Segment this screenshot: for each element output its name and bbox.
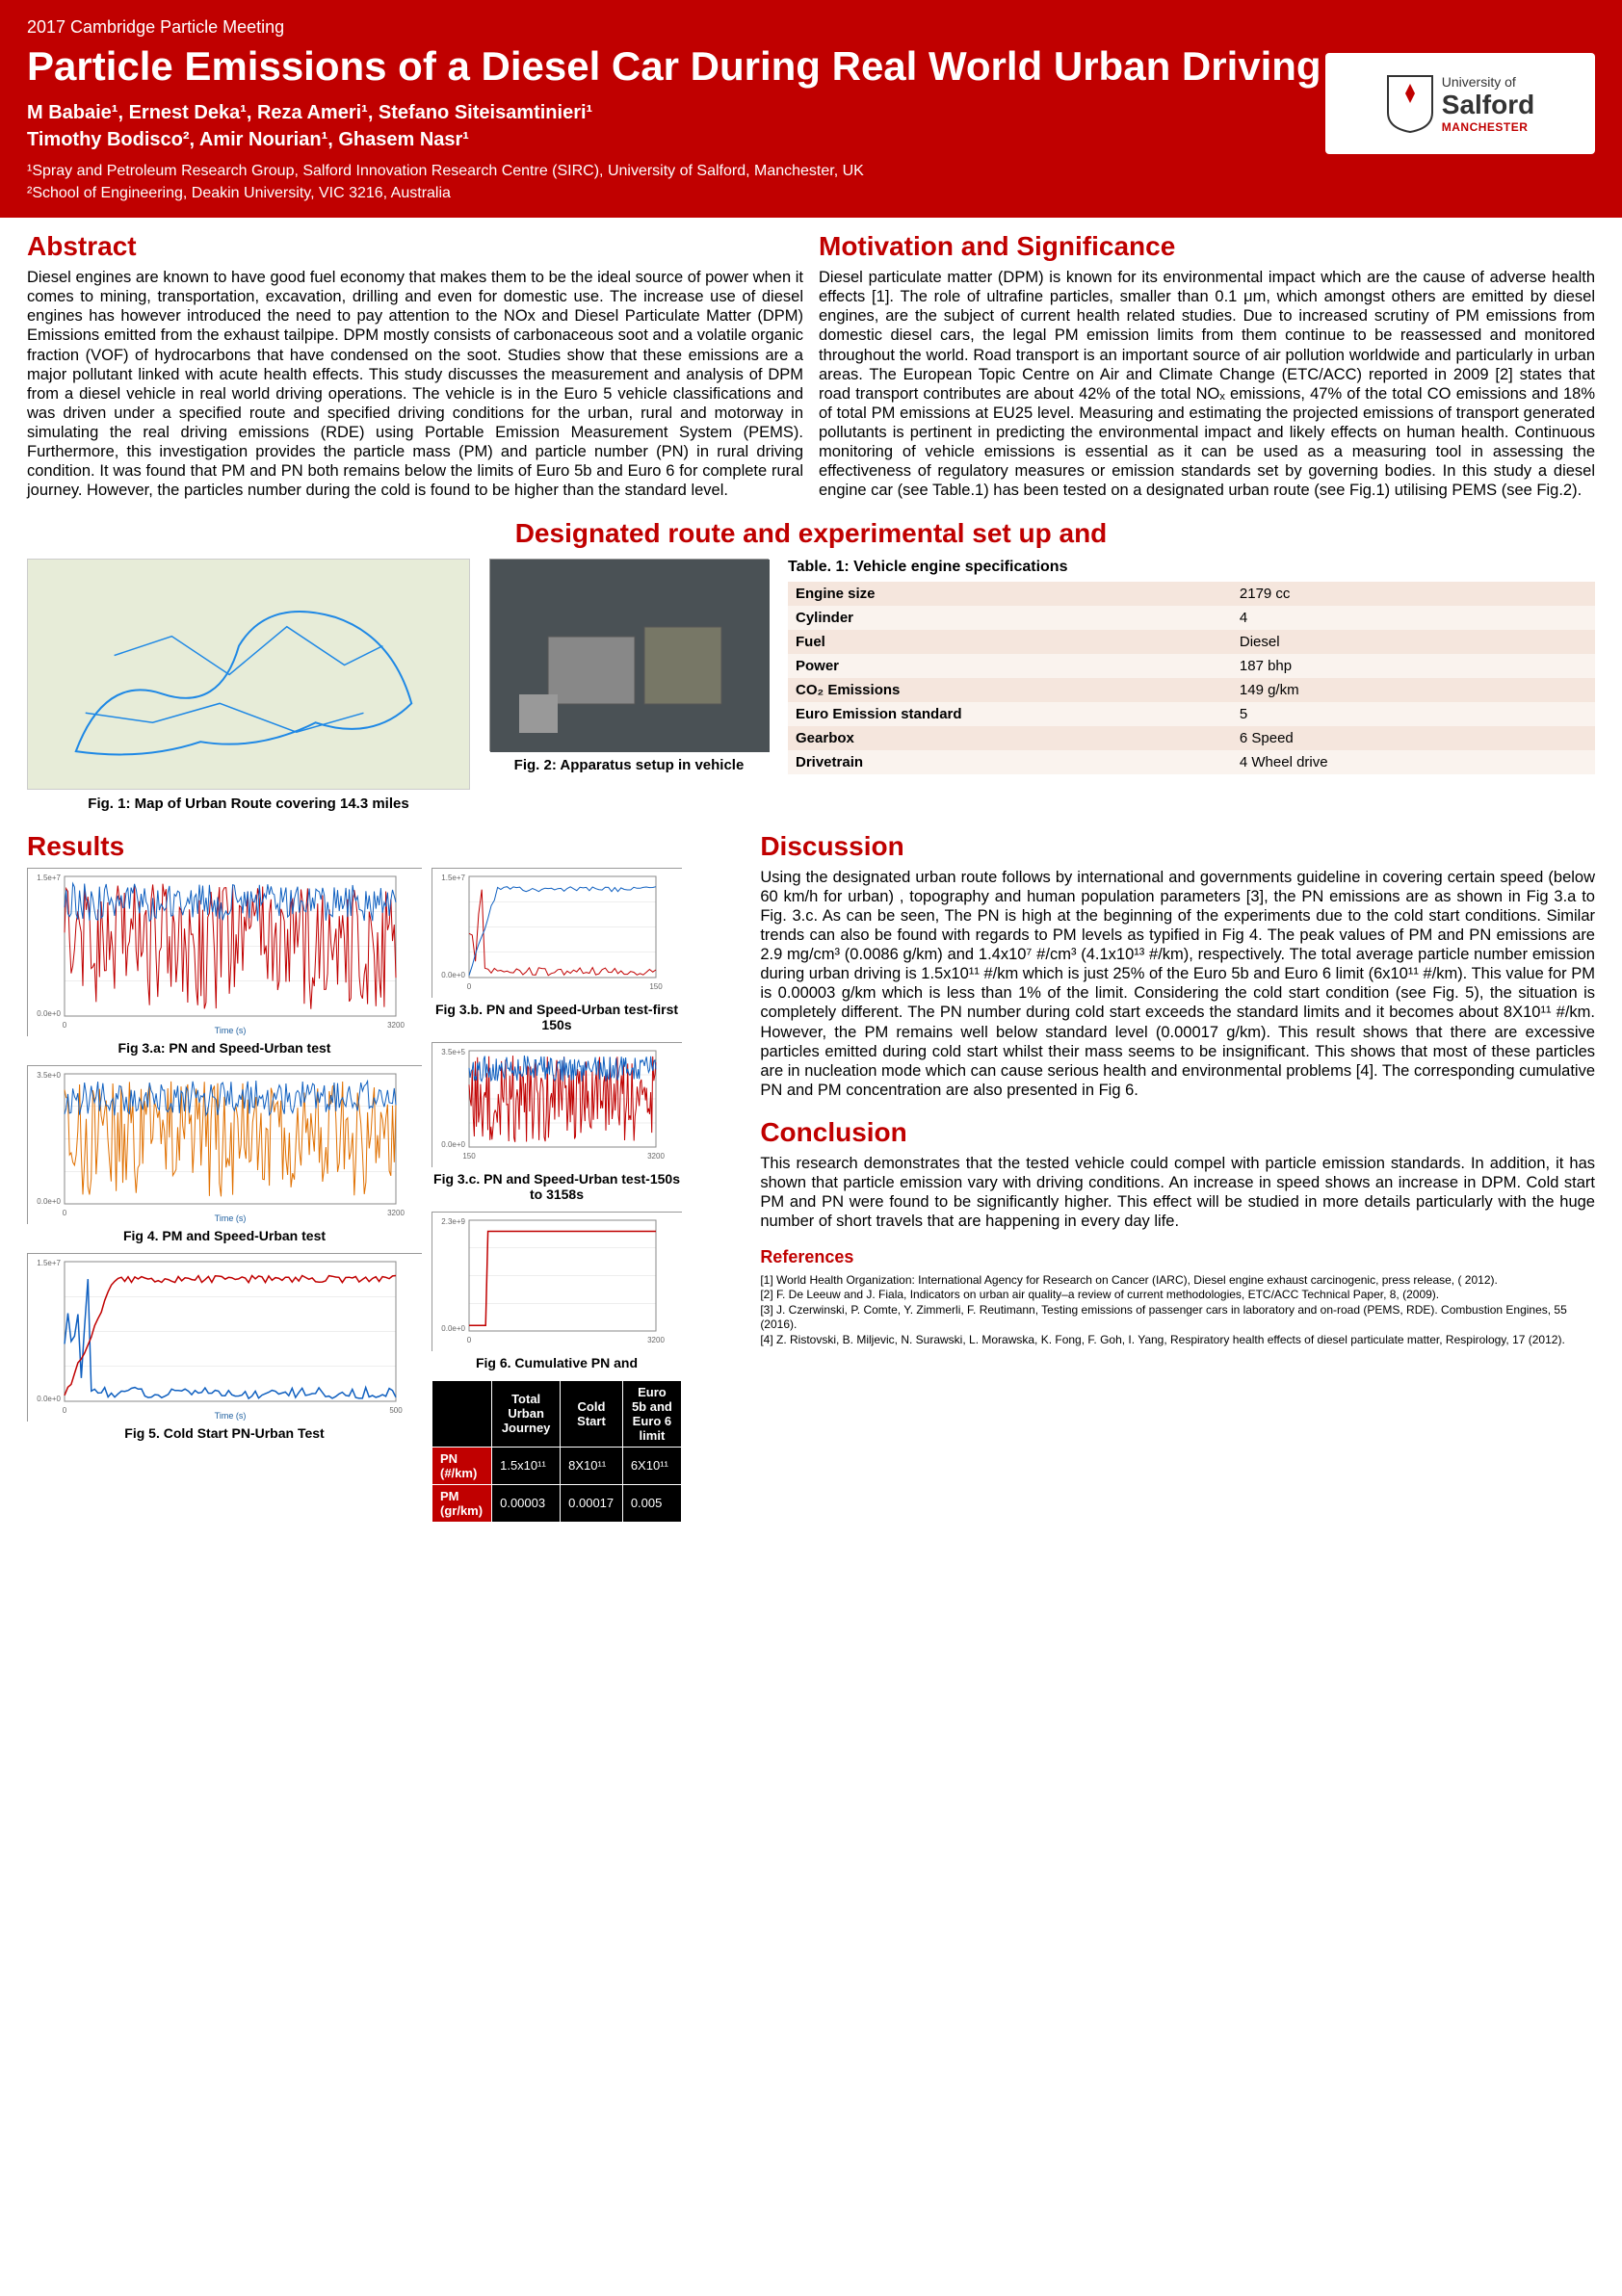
apparatus-placeholder bbox=[489, 559, 769, 751]
figure-2: Fig. 2: Apparatus setup in vehicle bbox=[489, 559, 769, 773]
spec-key: Engine size bbox=[788, 582, 1232, 606]
reference-item: [2] F. De Leeuw and J. Fiala, Indicators… bbox=[760, 1288, 1595, 1303]
svg-text:0: 0 bbox=[467, 1336, 472, 1344]
shield-icon bbox=[1386, 74, 1434, 134]
chart-fig3b: 0 150 1.5e+7 0.0e+0 bbox=[432, 868, 682, 998]
reference-item: [3] J. Czerwinski, P. Comte, Y. Zimmerli… bbox=[760, 1303, 1595, 1333]
svg-text:500: 500 bbox=[389, 1406, 403, 1415]
spec-key: Drivetrain bbox=[788, 750, 1232, 774]
spec-key: Power bbox=[788, 654, 1232, 678]
map-placeholder bbox=[27, 559, 470, 790]
spec-key: Fuel bbox=[788, 630, 1232, 654]
route-overlay-icon bbox=[28, 560, 469, 790]
svg-text:0: 0 bbox=[63, 1021, 67, 1030]
discussion-heading: Discussion bbox=[760, 831, 1595, 862]
svg-text:150: 150 bbox=[462, 1152, 476, 1161]
svg-text:150: 150 bbox=[649, 982, 663, 991]
svg-text:3200: 3200 bbox=[387, 1021, 405, 1030]
design-row: Fig. 1: Map of Urban Route covering 14.3… bbox=[27, 559, 1595, 812]
svg-text:0.0e+0: 0.0e+0 bbox=[441, 971, 465, 979]
spec-value: 6 Speed bbox=[1232, 726, 1595, 750]
spec-value: 187 bhp bbox=[1232, 654, 1595, 678]
svg-text:0: 0 bbox=[63, 1209, 67, 1217]
references-list: [1] World Health Organization: Internati… bbox=[760, 1273, 1595, 1348]
affiliations: ¹Spray and Petroleum Research Group, Sal… bbox=[27, 161, 1595, 204]
references-heading: References bbox=[760, 1247, 1595, 1267]
table-1-title: Table. 1: Vehicle engine specifications bbox=[788, 559, 1595, 576]
results-heading: Results bbox=[27, 831, 725, 862]
svg-text:3200: 3200 bbox=[387, 1209, 405, 1217]
motivation-section: Motivation and Significance Diesel parti… bbox=[819, 231, 1595, 501]
spec-value: Diesel bbox=[1232, 630, 1595, 654]
svg-text:1.5e+7: 1.5e+7 bbox=[441, 874, 465, 882]
svg-text:3.5e+0: 3.5e+0 bbox=[37, 1071, 61, 1080]
motivation-heading: Motivation and Significance bbox=[819, 231, 1595, 262]
abstract-section: Abstract Diesel engines are known to hav… bbox=[27, 231, 803, 501]
results-section: Results Time (s)032001.5e+70.0e+0 Fig 3.… bbox=[27, 831, 725, 1523]
figure-2-caption: Fig. 2: Apparatus setup in vehicle bbox=[489, 757, 769, 773]
conclusion-heading: Conclusion bbox=[760, 1117, 1595, 1148]
chart-fig5: Time (s) 0 500 1.5e+7 0.0e+0 bbox=[27, 1253, 422, 1422]
svg-text:Time (s): Time (s) bbox=[215, 1213, 247, 1223]
spec-value: 5 bbox=[1232, 702, 1595, 726]
motivation-text: Diesel particulate matter (DPM) is known… bbox=[819, 268, 1595, 501]
svg-text:Time (s): Time (s) bbox=[215, 1411, 247, 1421]
svg-text:0: 0 bbox=[467, 982, 472, 991]
spec-value: 4 Wheel drive bbox=[1232, 750, 1595, 774]
abstract-text: Diesel engines are known to have good fu… bbox=[27, 268, 803, 501]
svg-text:0.0e+0: 0.0e+0 bbox=[441, 1324, 465, 1333]
chart-fig4: Time (s) 0 3200 3.5e+0 0.0e+0 bbox=[27, 1065, 422, 1224]
conclusion-text: This research demonstrates that the test… bbox=[760, 1154, 1595, 1232]
spec-table: Engine size2179 ccCylinder4FuelDieselPow… bbox=[788, 582, 1595, 774]
svg-text:0.0e+0: 0.0e+0 bbox=[37, 1197, 61, 1206]
svg-text:0: 0 bbox=[63, 1406, 67, 1415]
table-1: Table. 1: Vehicle engine specifications … bbox=[788, 559, 1595, 774]
svg-text:0.0e+0: 0.0e+0 bbox=[37, 1009, 61, 1018]
chart-fig6: 0 3200 2.3e+9 0.0e+0 bbox=[432, 1212, 682, 1351]
conference-name: 2017 Cambridge Particle Meeting bbox=[27, 17, 1595, 38]
discussion-text: Using the designated urban route follows… bbox=[760, 868, 1595, 1101]
svg-text:1.5e+7: 1.5e+7 bbox=[37, 874, 61, 882]
spec-value: 149 g/km bbox=[1232, 678, 1595, 702]
svg-text:2.3e+9: 2.3e+9 bbox=[441, 1217, 465, 1226]
figure-1-caption: Fig. 1: Map of Urban Route covering 14.3… bbox=[27, 796, 470, 812]
poster-body: Abstract Diesel engines are known to hav… bbox=[0, 218, 1622, 1546]
abstract-heading: Abstract bbox=[27, 231, 803, 262]
spec-key: Gearbox bbox=[788, 726, 1232, 750]
poster-header: 2017 Cambridge Particle Meeting Particle… bbox=[0, 0, 1622, 218]
spec-value: 2179 cc bbox=[1232, 582, 1595, 606]
design-heading: Designated route and experimental set up… bbox=[27, 518, 1595, 549]
svg-text:Time (s): Time (s) bbox=[215, 1026, 247, 1035]
svg-text:0.0e+0: 0.0e+0 bbox=[441, 1140, 465, 1149]
svg-text:3.5e+5: 3.5e+5 bbox=[441, 1048, 465, 1057]
svg-text:0.0e+0: 0.0e+0 bbox=[37, 1395, 61, 1403]
results-table: Total Urban JourneyCold StartEuro 5b and… bbox=[432, 1380, 682, 1523]
discussion-section: Discussion Using the designated urban ro… bbox=[741, 831, 1595, 1523]
spec-key: CO₂ Emissions bbox=[788, 678, 1232, 702]
spec-key: Cylinder bbox=[788, 606, 1232, 630]
reference-item: [1] World Health Organization: Internati… bbox=[760, 1273, 1595, 1289]
chart-fig3a: Time (s) 0 3200 1.5e+7 0.0e+0 bbox=[27, 868, 422, 1036]
apparatus-icon bbox=[490, 560, 770, 752]
svg-text:1.5e+7: 1.5e+7 bbox=[37, 1259, 61, 1267]
university-logo: University of Salford MANCHESTER bbox=[1325, 53, 1595, 154]
reference-item: [4] Z. Ristovski, B. Miljevic, N. Suraws… bbox=[760, 1333, 1595, 1348]
chart-fig3c: 150 3200 3.5e+5 0.0e+0 bbox=[432, 1042, 682, 1167]
svg-text:3200: 3200 bbox=[647, 1152, 665, 1161]
spec-value: 4 bbox=[1232, 606, 1595, 630]
figure-1: Fig. 1: Map of Urban Route covering 14.3… bbox=[27, 559, 470, 812]
svg-text:3200: 3200 bbox=[647, 1336, 665, 1344]
spec-key: Euro Emission standard bbox=[788, 702, 1232, 726]
